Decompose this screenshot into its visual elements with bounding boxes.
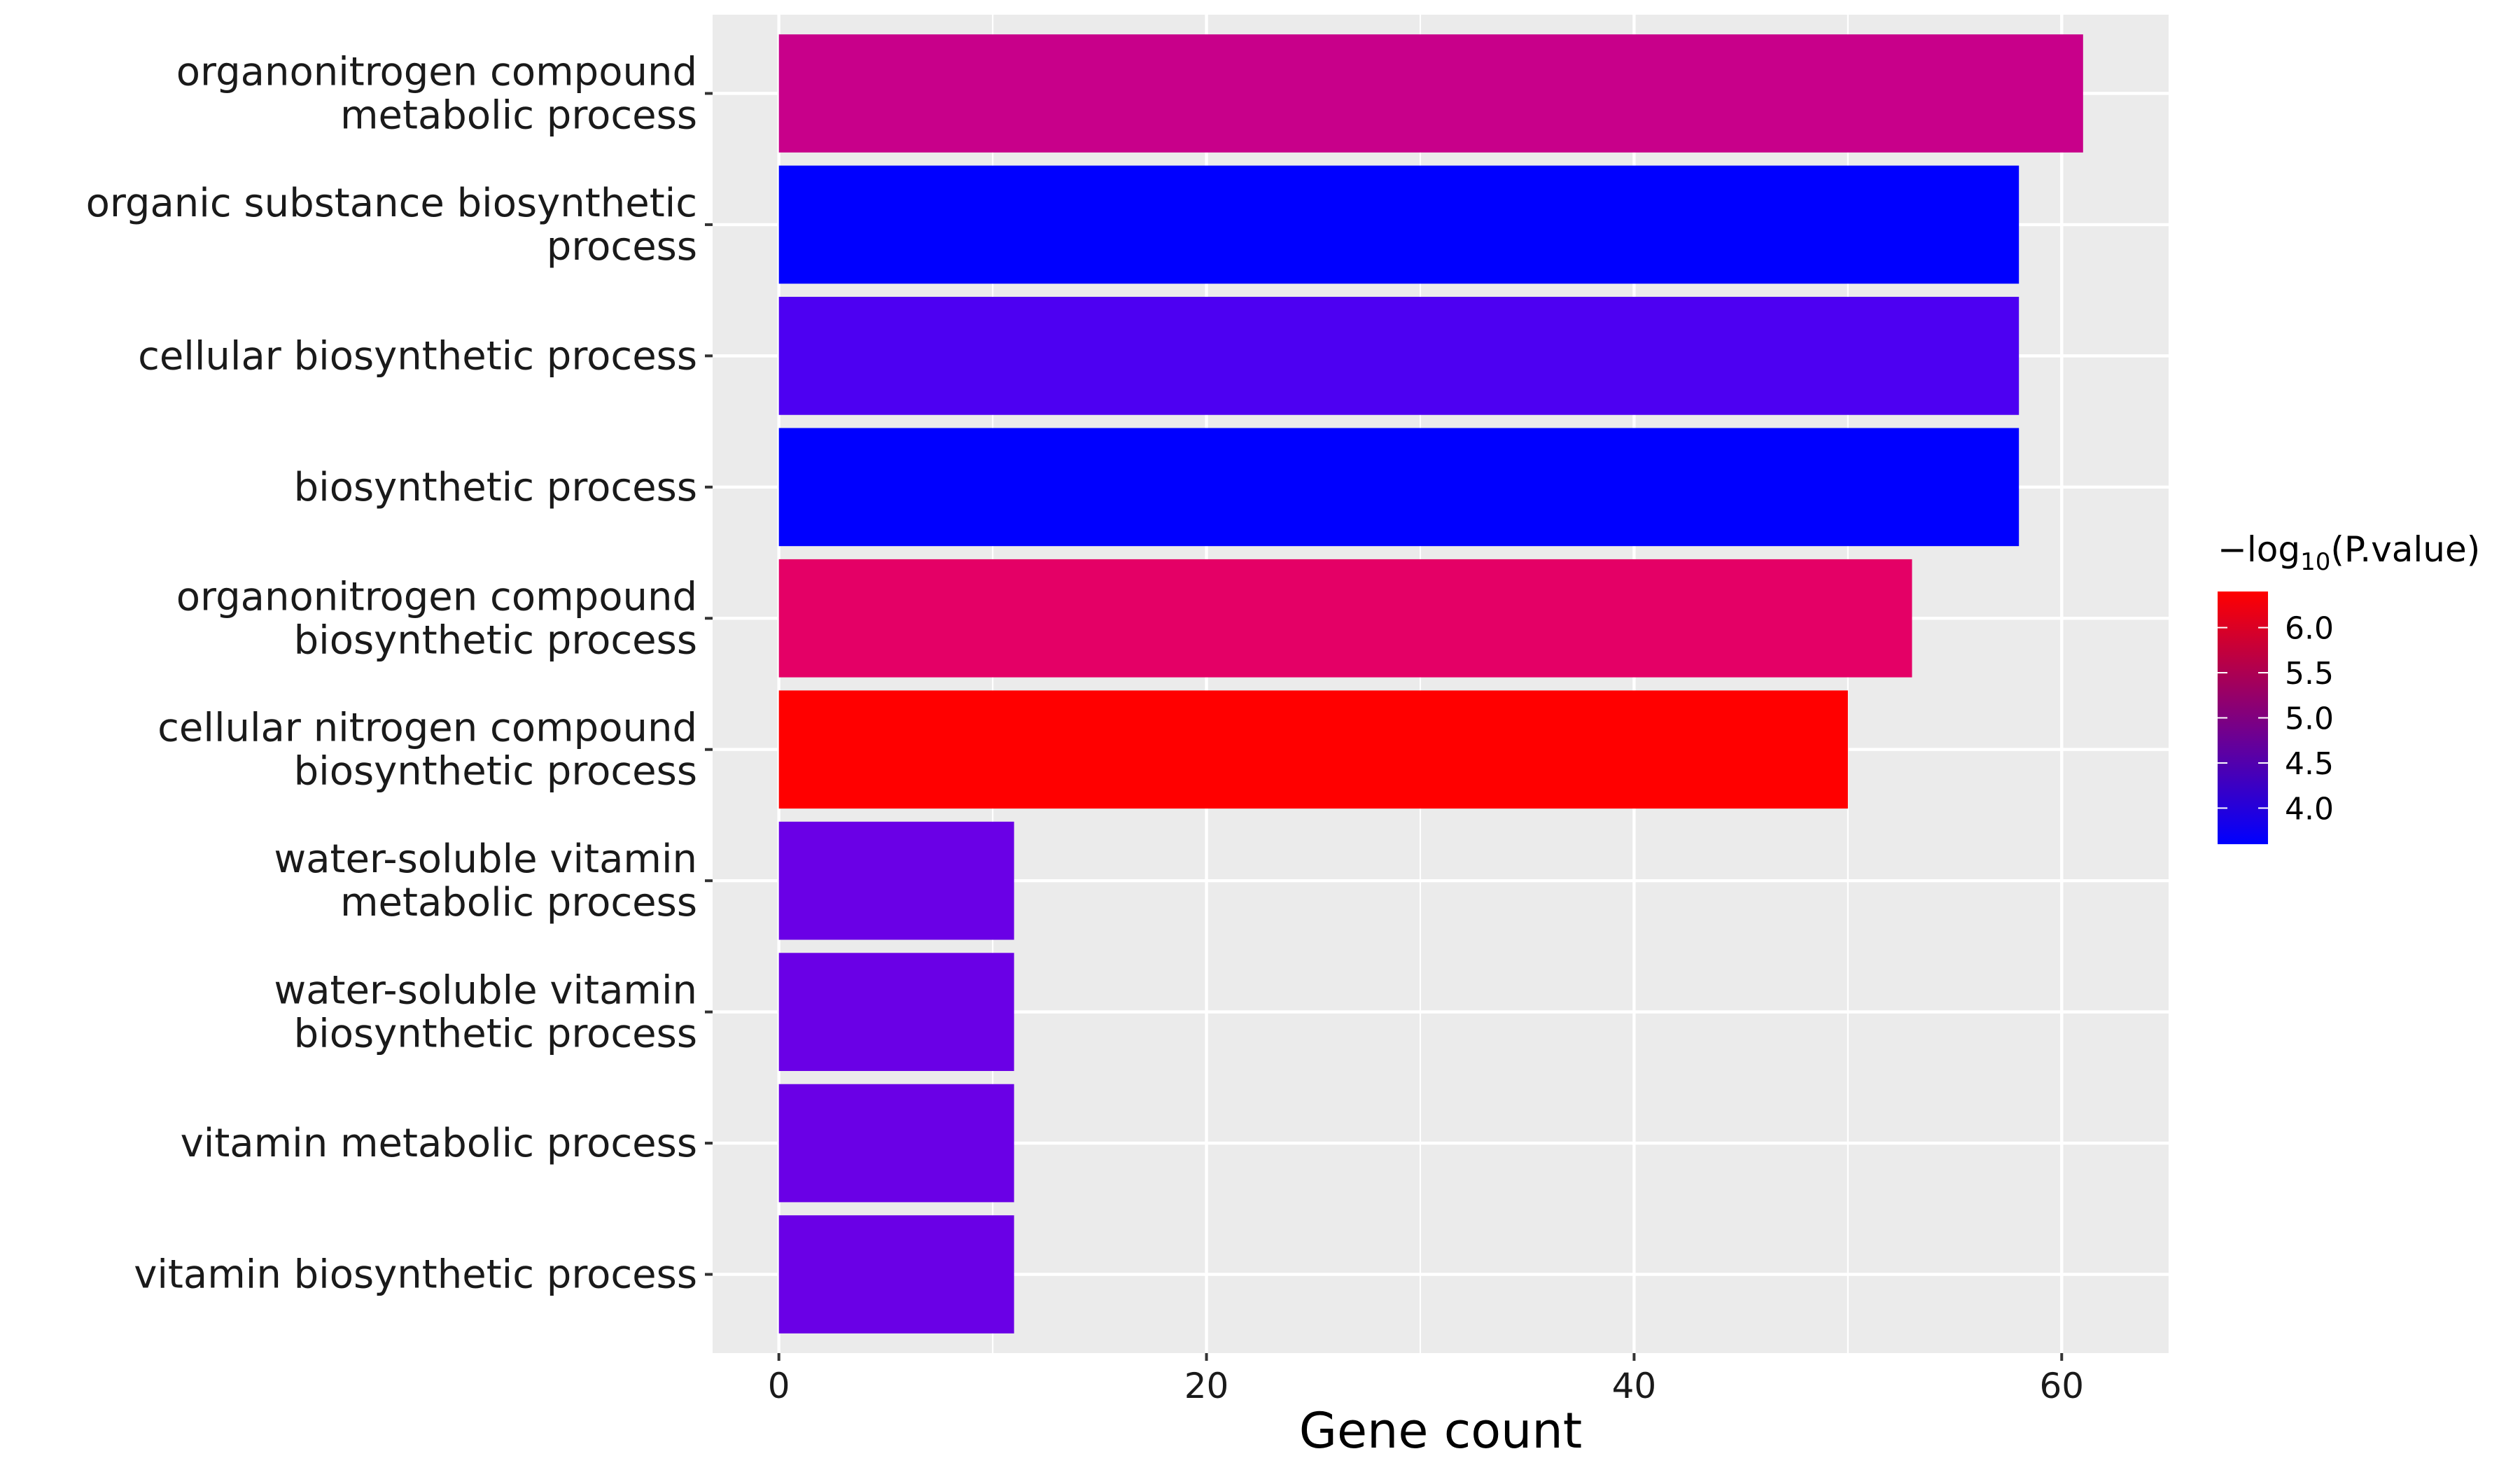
bars bbox=[778, 34, 2083, 1334]
x-axis: 0 20 40 60 bbox=[768, 1353, 2084, 1406]
y-tick-label: metabolic process bbox=[340, 92, 697, 138]
y-tick-label: biosynthetic process bbox=[294, 617, 697, 663]
y-tick-label: water-soluble vitamin bbox=[274, 968, 697, 1014]
y-tick-label: organonitrogen compound bbox=[176, 49, 697, 94]
legend-title-subscript: 10 bbox=[2300, 548, 2330, 576]
y-tick-label: biosynthetic process bbox=[294, 1011, 697, 1057]
x-tick-label: 0 bbox=[768, 1366, 790, 1406]
x-tick-label: 60 bbox=[2039, 1366, 2084, 1406]
legend: −log10(P.value) 4.0 4.5 5.0 5.5 6.0 bbox=[2218, 529, 2480, 844]
y-tick-label: organic substance biosynthetic bbox=[86, 181, 697, 226]
x-axis-title: Gene count bbox=[1299, 1402, 1582, 1460]
bar bbox=[778, 953, 1014, 1071]
bar bbox=[778, 297, 2019, 415]
bar bbox=[778, 1084, 1014, 1203]
bar bbox=[778, 559, 1912, 678]
legend-tick-label: 6.0 bbox=[2285, 611, 2334, 647]
y-tick-label: process bbox=[547, 224, 697, 270]
y-tick-label: cellular nitrogen compound bbox=[158, 706, 697, 751]
legend-tick-label: 5.0 bbox=[2285, 701, 2334, 737]
x-tick-label: 20 bbox=[1184, 1366, 1229, 1406]
y-tick-label: biosynthetic process bbox=[294, 465, 697, 510]
y-tick-label: organonitrogen compound bbox=[176, 574, 697, 620]
bar bbox=[778, 34, 2083, 153]
legend-tick-label: 5.5 bbox=[2285, 656, 2334, 692]
bar bbox=[778, 690, 1848, 809]
bar bbox=[778, 1215, 1014, 1334]
x-tick-label: 40 bbox=[1612, 1366, 1657, 1406]
legend-title-suffix: (P.value) bbox=[2330, 529, 2480, 570]
y-tick-label: vitamin biosynthetic process bbox=[134, 1252, 697, 1298]
bar bbox=[778, 428, 2019, 547]
legend-tick-label: 4.0 bbox=[2285, 791, 2334, 827]
y-tick-label: water-soluble vitamin bbox=[274, 836, 697, 882]
legend-title: −log10(P.value) bbox=[2218, 529, 2480, 576]
y-tick-label: cellular biosynthetic process bbox=[138, 333, 697, 379]
y-tick-label: vitamin metabolic process bbox=[181, 1121, 697, 1166]
y-tick-label: biosynthetic process bbox=[294, 749, 697, 794]
legend-ticks: 4.0 4.5 5.0 5.5 6.0 bbox=[2218, 611, 2334, 827]
y-tick-label: metabolic process bbox=[340, 880, 697, 925]
bar bbox=[778, 165, 2019, 284]
bar bbox=[778, 821, 1014, 940]
legend-title-prefix: −log bbox=[2218, 529, 2300, 570]
legend-tick-label: 4.5 bbox=[2285, 746, 2334, 782]
